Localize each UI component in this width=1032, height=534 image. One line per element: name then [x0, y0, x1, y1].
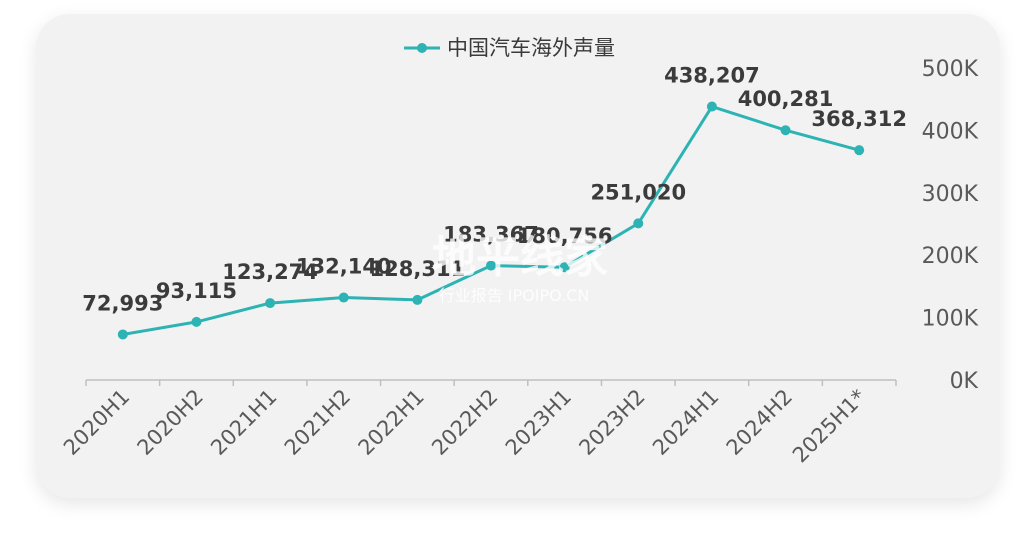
- data-point: [559, 262, 570, 273]
- x-tick-label: 2025H1*: [788, 385, 871, 468]
- data-point: [780, 125, 791, 136]
- x-tick-label: 2020H1: [59, 385, 134, 460]
- data-label: 183,367: [443, 223, 539, 247]
- x-tick-label: 2024H2: [722, 385, 797, 460]
- y-tick-label: 300K: [922, 182, 979, 207]
- data-point: [633, 218, 644, 229]
- x-tick-label: 2024H1: [648, 385, 723, 460]
- y-tick-label: 200K: [922, 244, 979, 269]
- x-tick-label: 2022H1: [354, 385, 429, 460]
- watermark-sub: 行业报告 IPOIPO.CN: [439, 286, 590, 305]
- legend-label: 中国汽车海外声量: [447, 36, 615, 60]
- legend-marker: [417, 43, 427, 53]
- x-tick-label: 2021H1: [206, 385, 281, 460]
- y-tick-label: 0K: [950, 369, 979, 394]
- data-point: [265, 298, 276, 309]
- y-tick-labels: 0K 100K 200K 300K 400K 500K: [922, 57, 979, 394]
- data-label: 400,281: [738, 87, 834, 111]
- data-label: 93,115: [156, 279, 237, 303]
- y-tick-label: 500K: [922, 57, 979, 82]
- data-label: 438,207: [664, 64, 760, 88]
- y-tick-label: 400K: [922, 119, 979, 144]
- x-tick-label: 2021H2: [280, 385, 355, 460]
- data-label: 128,311: [370, 257, 466, 281]
- x-tick-label: 2023H2: [574, 385, 649, 460]
- data-points: [117, 101, 865, 340]
- x-tick-label: 2022H2: [427, 385, 502, 460]
- watermark: 地平线家 行业报告 IPOIPO.CN: [432, 232, 608, 305]
- data-point: [338, 292, 349, 303]
- y-tick-label: 100K: [922, 307, 979, 332]
- x-tick-label: 2020H2: [133, 385, 208, 460]
- x-tick-marks: [85, 380, 897, 386]
- data-label: 251,020: [590, 180, 686, 204]
- data-label: 368,312: [811, 107, 907, 131]
- data-point: [191, 316, 202, 327]
- data-point: [117, 329, 128, 340]
- data-label: 132,140: [296, 255, 392, 279]
- legend: 中国汽车海外声量: [404, 36, 615, 60]
- watermark-main: 地平线家: [432, 232, 608, 283]
- x-tick-label: 2023H1: [501, 385, 576, 460]
- chart-card: [36, 14, 1000, 498]
- data-label: 180,756: [517, 224, 613, 248]
- x-tick-labels: 2020H12020H22021H12021H22022H12022H22023…: [59, 385, 871, 468]
- data-point: [854, 145, 865, 156]
- data-label: 72,993: [82, 291, 163, 315]
- data-point: [706, 101, 717, 112]
- data-point: [486, 260, 496, 271]
- data-point: [412, 294, 423, 305]
- data-label: 123,274: [222, 260, 318, 284]
